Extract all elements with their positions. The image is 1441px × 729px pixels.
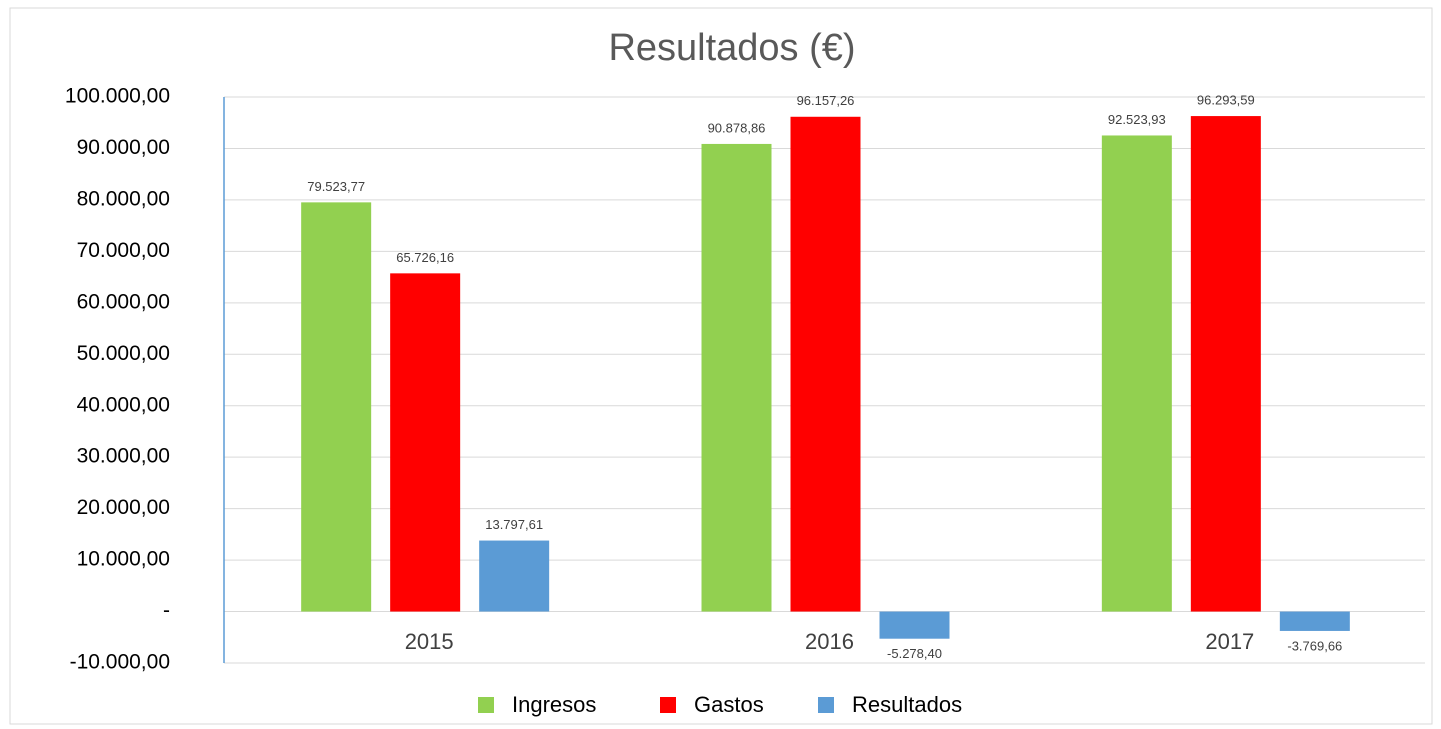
y-tick-label: 30.000,00 [77, 445, 170, 468]
bar [701, 143, 772, 612]
bar [790, 116, 861, 612]
bar [1279, 611, 1350, 631]
y-tick-label: 100.000,00 [65, 85, 170, 108]
data-label: 96.293,59 [1197, 93, 1255, 108]
y-tick-label: 40.000,00 [77, 393, 170, 416]
x-tick-label: 2017 [1205, 629, 1254, 654]
bar [301, 202, 372, 612]
data-label: 79.523,77 [307, 179, 365, 194]
data-label: 90.878,86 [708, 120, 766, 135]
bar [879, 611, 950, 639]
legend-swatch [660, 697, 676, 713]
data-label: 65.726,16 [396, 250, 454, 265]
data-label: 96.157,26 [797, 93, 855, 108]
y-tick-label: 10.000,00 [77, 548, 170, 571]
y-tick-label: 70.000,00 [77, 239, 170, 262]
y-tick-label: -10.000,00 [70, 651, 170, 674]
legend-swatch [478, 697, 494, 713]
legend-label: Ingresos [512, 692, 596, 717]
x-tick-label: 2016 [805, 629, 854, 654]
data-label: 13.797,61 [485, 517, 543, 532]
data-label: -5.278,40 [887, 646, 942, 661]
y-tick-label: - [163, 599, 170, 622]
legend-label: Gastos [694, 692, 764, 717]
y-tick-label: 50.000,00 [77, 342, 170, 365]
legend-label: Resultados [852, 692, 962, 717]
bar [1101, 135, 1172, 612]
x-tick-label: 2015 [405, 629, 454, 654]
bar [1190, 116, 1261, 612]
legend-swatch [818, 697, 834, 713]
data-label: -3.769,66 [1287, 638, 1342, 653]
y-tick-label: 90.000,00 [77, 136, 170, 159]
y-tick-label: 60.000,00 [77, 290, 170, 313]
y-tick-label: 20.000,00 [77, 496, 170, 519]
bar [390, 273, 461, 612]
y-tick-label: 80.000,00 [77, 187, 170, 210]
bar [479, 540, 550, 612]
data-label: 92.523,93 [1108, 112, 1166, 127]
chart-title: Resultados (€) [608, 27, 855, 69]
